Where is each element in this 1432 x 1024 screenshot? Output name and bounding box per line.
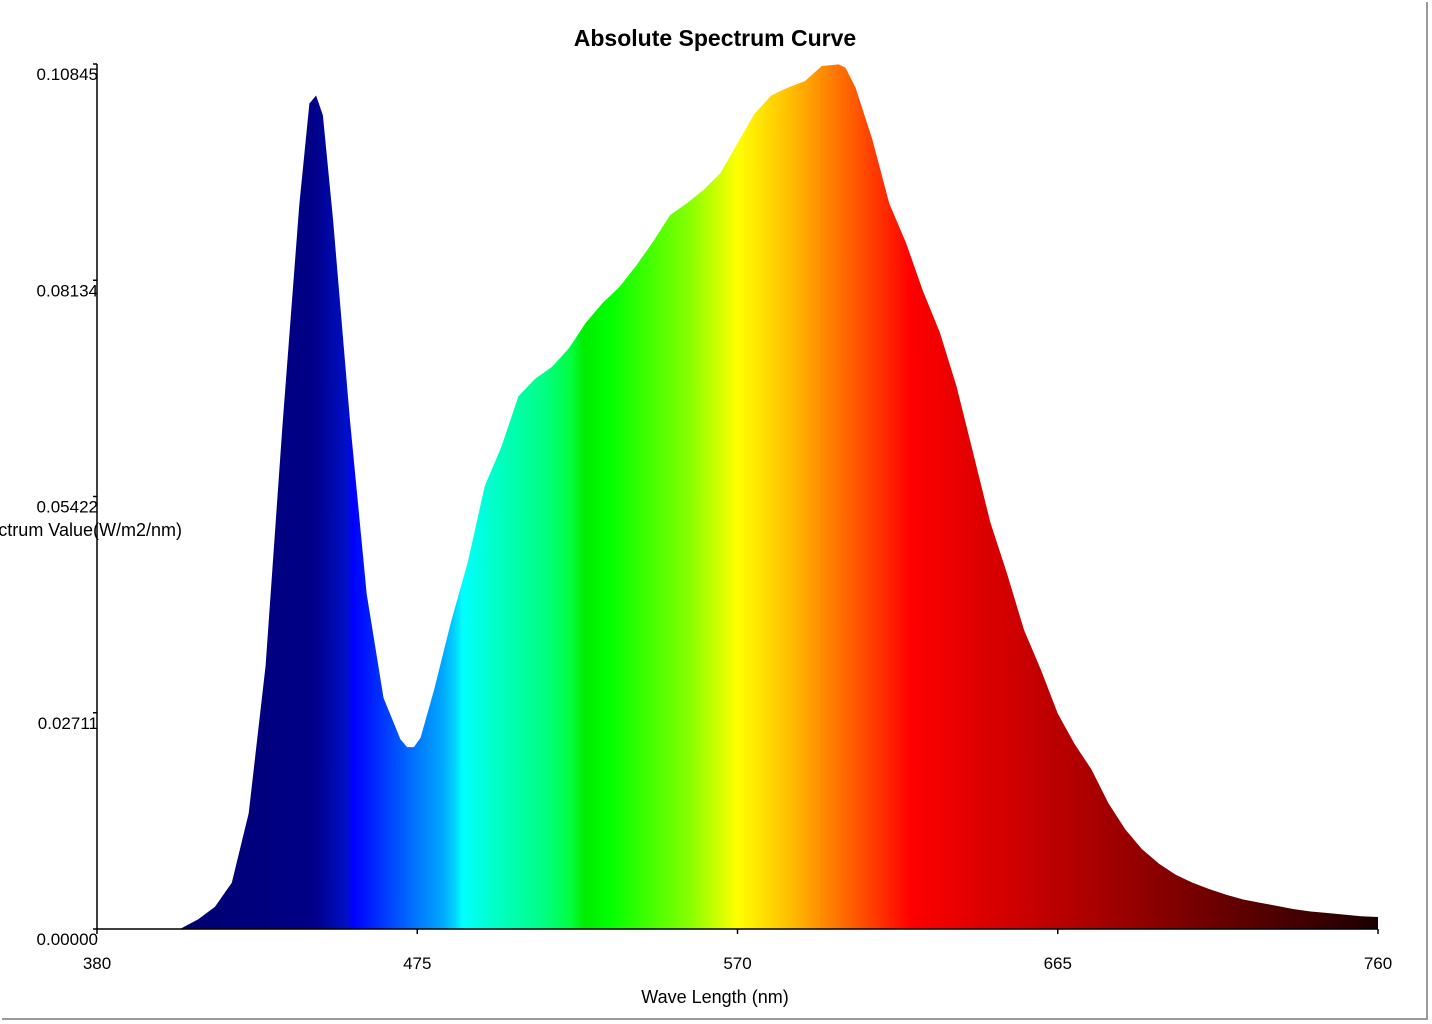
y-tick-label: 0.10845 <box>37 65 98 84</box>
spectrum-area <box>181 64 1378 929</box>
x-tick-label: 380 <box>83 954 111 973</box>
y-tick-label: 0.02711 <box>38 714 98 733</box>
chart-title: Absolute Spectrum Curve <box>574 25 856 51</box>
y-ticks: 0.00000 0.02711 0.05422 0.08134 0.10845 <box>37 63 98 949</box>
y-tick-label: 0.08134 <box>37 281 98 300</box>
x-tick-label: 760 <box>1364 954 1392 973</box>
x-axis-label: Wave Length (nm) <box>641 987 788 1007</box>
x-tick-label: 665 <box>1044 954 1072 973</box>
x-tick-label: 475 <box>403 954 431 973</box>
y-tick-label: 0.05422 <box>37 498 98 517</box>
x-tick-label: 570 <box>723 954 751 973</box>
y-axis-label: Spectrum Value(W/m2/nm) <box>0 520 182 540</box>
y-tick-label: 0.00000 <box>37 930 98 949</box>
x-ticks: 380 475 570 665 760 <box>83 929 1392 973</box>
